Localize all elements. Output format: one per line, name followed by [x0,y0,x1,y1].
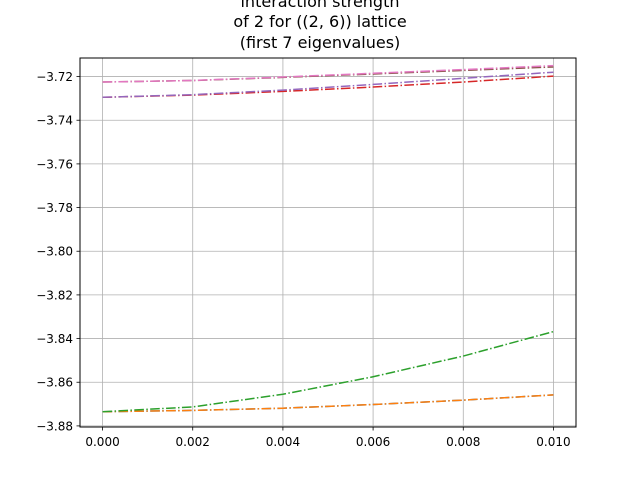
y-tick-label: −3.72 [36,70,73,84]
plot-frame [79,57,577,428]
x-tick-label: 0.006 [356,435,390,449]
y-tick-label: −3.86 [36,376,73,390]
series-line-1 [102,394,554,413]
y-tick-label: −3.78 [36,201,73,215]
y-tick-label: −3.76 [36,157,73,171]
chart-title-line-1: interaction strength [240,0,400,11]
y-tick-label: −3.84 [36,332,73,346]
x-tick-label: 0.010 [536,435,570,449]
series-line-0 [102,394,554,413]
series-line-4 [102,71,554,99]
y-tick-label: −3.74 [36,114,73,128]
series-lines [102,64,554,413]
series-line-6 [102,64,554,83]
chart-title-line-3: (first 7 eigenvalues) [239,33,401,52]
x-tick-label: 0.002 [176,435,210,449]
y-tick-label: −3.82 [36,288,73,302]
y-axis-ticks: −3.72 −3.74 −3.76 −3.78 −3.80 −3.82 −3.84 −3.86… [36,70,80,433]
x-tick-label: 0.000 [85,435,119,449]
y-tick-label: −3.80 [36,245,73,259]
x-axis-ticks: 0.000 0.002 0.004 0.006 0.008 0.010 [85,427,571,449]
y-tick-label: −3.88 [36,419,73,433]
grid [80,58,576,427]
x-tick-label: 0.008 [446,435,480,449]
chart-title-line-2: of 2 for ((2, 6)) lattice [233,12,407,31]
x-tick-label: 0.004 [266,435,300,449]
series-line-3 [102,75,554,99]
series-line-2 [102,330,554,413]
